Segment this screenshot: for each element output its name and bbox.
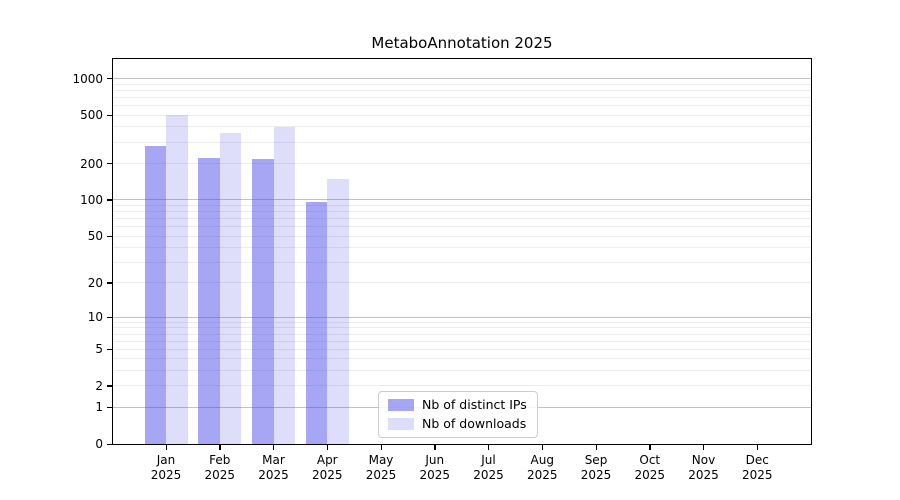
bar-downloads-jan [166, 115, 188, 444]
x-tick-label: Sep 2025 [580, 453, 612, 482]
x-tick-label: Oct 2025 [634, 453, 666, 482]
gridline [113, 141, 811, 143]
x-tick-label: Nov 2025 [688, 453, 719, 482]
gridline [113, 211, 811, 213]
x-tick-label: Aug 2025 [526, 453, 558, 482]
gridline [113, 358, 811, 360]
gridline [113, 261, 811, 263]
gridline [113, 78, 811, 80]
y-tick [107, 235, 112, 237]
x-tick-label: Jan 2025 [150, 453, 182, 482]
gridline [113, 96, 811, 98]
gridline [113, 370, 811, 372]
y-tick-label: 1 [95, 400, 103, 415]
gridline [113, 89, 811, 91]
y-tick-label: 10 [87, 310, 103, 325]
x-tick [273, 445, 275, 450]
gridline [113, 385, 811, 387]
x-tick-label: Dec 2025 [741, 453, 773, 482]
gridline [113, 316, 811, 318]
bar-distinct-ips-jan [144, 145, 166, 444]
gridline [113, 105, 811, 107]
y-tick [107, 348, 112, 351]
x-tick-label: Jun 2025 [419, 453, 451, 482]
y-tick [107, 199, 112, 201]
legend-label-distinct-ips: Nb of distinct IPs [422, 397, 527, 412]
legend: Nb of distinct IPs Nb of downloads [378, 391, 538, 438]
x-tick [649, 445, 651, 450]
gridline [113, 204, 811, 206]
x-tick [756, 445, 759, 450]
x-tick [165, 445, 167, 450]
y-tick [107, 406, 112, 409]
plot-area [113, 59, 811, 444]
x-tick-label: Apr 2025 [311, 453, 343, 482]
y-tick-label: 200 [80, 156, 103, 171]
y-tick-label: 100 [80, 192, 103, 207]
y-tick-label: 20 [87, 275, 103, 290]
chart-title: MetaboAnnotation 2025 [371, 34, 553, 52]
gridline [113, 226, 811, 228]
gridline [113, 321, 811, 323]
legend-swatch-downloads [388, 418, 414, 430]
x-tick-label: May 2025 [365, 453, 397, 482]
y-tick-label: 2 [95, 378, 103, 393]
x-tick [703, 445, 705, 450]
gridline [113, 235, 811, 237]
gridline [113, 126, 811, 128]
x-tick-label: Jul 2025 [473, 453, 504, 482]
y-tick-label: 0 [95, 437, 103, 451]
x-tick [326, 445, 329, 450]
y-tick-label: 50 [87, 229, 103, 244]
bar-distinct-ips-apr [305, 201, 328, 444]
gridline [113, 327, 811, 329]
x-tick-label: Feb 2025 [204, 453, 236, 482]
gridline [113, 83, 811, 85]
legend-entry-distinct-ips: Nb of distinct IPs [388, 398, 527, 412]
x-tick [219, 445, 221, 450]
gridline [113, 348, 811, 350]
gridline [113, 163, 811, 164]
y-tick [107, 443, 112, 445]
y-tick-label: 5 [95, 342, 103, 357]
gridline [113, 282, 811, 284]
gridline [113, 114, 811, 116]
gridline [113, 340, 811, 342]
y-tick [107, 282, 112, 284]
y-tick [107, 385, 112, 387]
x-tick [380, 445, 382, 450]
y-tick [107, 163, 112, 165]
bar-downloads-feb [219, 132, 242, 444]
bar-downloads-apr [327, 179, 349, 444]
y-tick [107, 78, 112, 80]
y-tick-label: 500 [80, 108, 103, 123]
y-tick [107, 114, 112, 116]
y-tick [107, 316, 112, 318]
gridline [113, 333, 811, 335]
x-tick [541, 445, 544, 450]
gridline [113, 218, 811, 220]
x-tick [434, 445, 436, 450]
y-tick-label: 1000 [72, 71, 103, 86]
x-tick [488, 445, 490, 450]
legend-entry-downloads: Nb of downloads [388, 417, 527, 431]
x-tick-label: Mar 2025 [258, 453, 289, 482]
legend-swatch-distinct-ips [388, 399, 414, 411]
bar-downloads-mar [273, 126, 295, 444]
gridline [113, 247, 811, 249]
legend-label-downloads: Nb of downloads [422, 416, 527, 431]
x-tick [595, 445, 597, 450]
bar-distinct-ips-mar [252, 159, 274, 444]
gridline [113, 199, 811, 201]
bar-distinct-ips-feb [198, 158, 220, 444]
